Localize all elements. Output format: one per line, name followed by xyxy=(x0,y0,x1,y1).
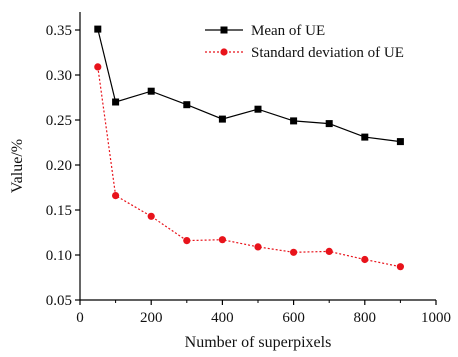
data-point-circle xyxy=(254,243,262,251)
x-tick-label: 800 xyxy=(354,310,377,326)
data-point-square xyxy=(218,115,226,123)
x-tick-label: 600 xyxy=(282,310,305,326)
series-mean-of-ue xyxy=(94,25,404,146)
y-tick-label: 0.10 xyxy=(46,248,72,264)
x-tick-label: 1000 xyxy=(421,310,451,326)
data-point-circle xyxy=(361,255,369,264)
data-point-circle xyxy=(183,237,191,245)
x-tick-label: 0 xyxy=(76,310,84,326)
y-tick-label: 0.15 xyxy=(46,203,72,219)
legend: Mean of UE Standard deviation of UE xyxy=(205,23,404,61)
series-std-dev-of-ue xyxy=(94,63,404,271)
data-point-square xyxy=(290,117,298,125)
data-point-circle xyxy=(218,236,226,244)
y-tick-label: 0.35 xyxy=(46,23,72,39)
data-point-circle xyxy=(290,248,298,256)
data-point-square xyxy=(112,98,120,106)
data-point-circle xyxy=(94,63,102,71)
y-tick-label: 0.25 xyxy=(46,113,72,129)
data-point-circle xyxy=(147,212,155,220)
y-tick-label: 0.20 xyxy=(46,158,72,174)
data-point-square xyxy=(183,101,191,109)
data-point-square xyxy=(147,87,155,95)
y-axis-title: Value/% xyxy=(9,139,26,193)
data-point-circle xyxy=(396,263,404,271)
series-layer xyxy=(94,25,404,271)
axes: 0 200 400 600 800 1000 0.05 0.10 0.15 0.20 0.25 0.3… xyxy=(46,12,451,326)
data-point-square xyxy=(94,25,102,33)
legend-label: Mean of UE xyxy=(251,23,325,39)
data-point-square xyxy=(325,120,333,128)
data-point-square xyxy=(361,133,369,141)
y-tick-label: 0.05 xyxy=(46,293,72,309)
series-line xyxy=(97,28,401,143)
legend-marker-square xyxy=(220,26,228,34)
data-point-circle xyxy=(325,247,333,255)
x-axis-title: Number of superpixels xyxy=(185,334,332,351)
x-tick-label: 400 xyxy=(211,310,234,326)
data-point-circle xyxy=(112,192,120,200)
y-tick-label: 0.30 xyxy=(46,68,72,84)
legend-label: Standard deviation of UE xyxy=(251,45,404,61)
legend-marker-circle xyxy=(220,48,228,56)
data-point-square xyxy=(254,105,262,113)
series-line xyxy=(97,66,401,268)
x-tick-label: 200 xyxy=(140,310,163,326)
data-point-square xyxy=(396,138,404,146)
